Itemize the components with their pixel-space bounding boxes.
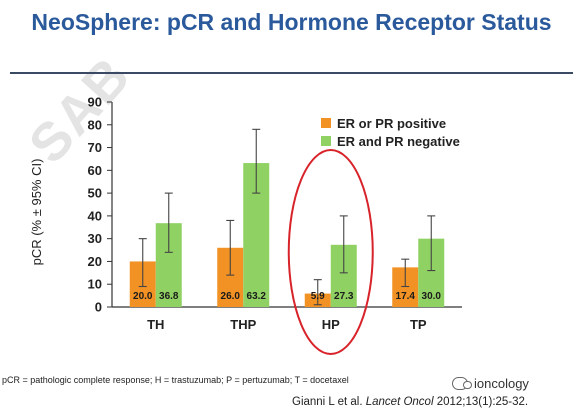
- x-tick-label: TP: [410, 317, 427, 332]
- legend-label: ER and PR negative: [337, 134, 460, 149]
- data-label: 30.0: [422, 291, 442, 302]
- citation-suffix: 2012;13(1):25-32.: [433, 396, 529, 408]
- y-tick-label: 80: [88, 117, 102, 132]
- y-tick-label: 0: [95, 300, 102, 315]
- y-tick-label: 90: [88, 95, 102, 110]
- legend-swatch: [321, 118, 331, 128]
- y-tick-label: 60: [88, 163, 102, 178]
- x-tick-label: TH: [147, 317, 164, 332]
- x-tick-label: THP: [230, 317, 256, 332]
- data-label: 5.9: [311, 291, 325, 302]
- chat-bubble-icon: [452, 377, 472, 390]
- y-axis-label: pCR (% ± 95% CI): [29, 159, 44, 266]
- x-tick-label: HP: [322, 317, 340, 332]
- data-label: 20.0: [133, 291, 153, 302]
- legend-swatch: [321, 136, 331, 146]
- slide-title: NeoSphere: pCR and Hormone Receptor Stat…: [31, 9, 552, 35]
- legend-label: ER or PR positive: [337, 116, 446, 131]
- footnote: pCR = pathologic complete response; H = …: [2, 375, 349, 385]
- y-tick-label: 10: [88, 277, 102, 292]
- data-label: 63.2: [247, 291, 267, 302]
- y-tick-label: 50: [88, 186, 102, 201]
- title-divider: [10, 72, 573, 74]
- y-tick-label: 70: [88, 140, 102, 155]
- brand-badge: ioncology: [452, 376, 529, 391]
- brand-name: ioncology: [474, 376, 529, 391]
- citation-prefix: Gianni L et al.: [292, 396, 366, 408]
- data-label: 36.8: [159, 291, 179, 302]
- highlight-ellipse: [287, 149, 374, 355]
- data-label: 27.3: [334, 291, 354, 302]
- y-tick-label: 20: [88, 254, 102, 269]
- citation: Gianni L et al. Lancet Oncol 2012;13(1):…: [292, 396, 528, 408]
- citation-journal: Lancet Oncol: [365, 396, 434, 408]
- data-label: 17.4: [396, 291, 416, 302]
- y-tick-label: 30: [88, 231, 102, 246]
- y-tick-label: 40: [88, 208, 102, 223]
- data-label: 26.0: [221, 291, 241, 302]
